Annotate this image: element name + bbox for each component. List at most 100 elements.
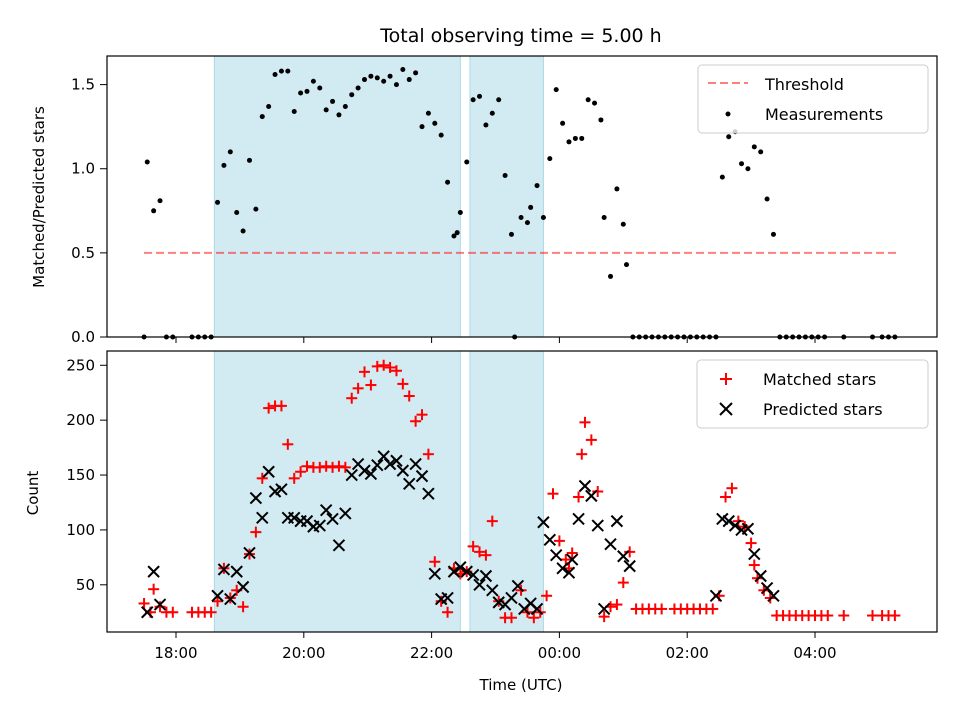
measurement-point — [454, 230, 460, 236]
predicted-star-point — [591, 519, 604, 532]
predicted-star-point — [275, 483, 288, 496]
threshold-legend-label: Threshold — [764, 75, 844, 94]
predicted-star-point — [585, 489, 598, 503]
predicted-star-point — [722, 514, 735, 528]
measurement-point — [470, 97, 476, 103]
measurement-point — [547, 156, 553, 162]
predicted-star-point — [748, 547, 761, 561]
observing-window — [213, 55, 461, 338]
measurement-point — [451, 233, 457, 239]
measurement-point — [368, 73, 374, 79]
count-x-tick-label: 02:00 — [666, 644, 709, 662]
predicted-star-point — [741, 522, 755, 536]
measurement-point — [400, 66, 406, 72]
predicted-star-point — [709, 589, 723, 602]
matched-star-point — [378, 359, 390, 371]
matched-star-point — [745, 537, 757, 549]
ratio-panel: 0.0 0.5 1.0 1.5 Matched/Predicted stars Thr… — [30, 55, 938, 346]
ratio-y-axis-label: Matched/Predicted stars — [30, 106, 48, 288]
predicted-star-point — [597, 602, 611, 616]
count-x-axis: 18:00 20:00 22:00 00:00 02:00 04:00 — [154, 632, 837, 662]
ratio-plot-frame — [106, 55, 938, 338]
predicted-star-point — [530, 602, 544, 616]
predicted-star-point — [617, 550, 630, 563]
matched-star-point — [624, 546, 636, 558]
measurement-point — [579, 135, 585, 141]
matched-star-point — [346, 392, 358, 404]
predicted-star-point — [224, 592, 237, 606]
predicted-star-point — [767, 589, 780, 602]
predicted-star-point — [447, 565, 461, 578]
measurement-point — [240, 228, 246, 234]
matched-star-point — [410, 415, 422, 427]
predicted-star-point — [604, 537, 617, 551]
predicted-star-point — [543, 533, 557, 547]
measurement-point — [432, 120, 438, 126]
predicted-star-point — [556, 562, 569, 575]
matched-star-point — [585, 434, 597, 446]
ratio-legend: Threshold Measurements — [697, 64, 929, 134]
measurement-point — [246, 157, 252, 163]
matched-star-point — [505, 612, 517, 624]
matched-star-point — [371, 360, 383, 372]
matched-star-point — [275, 400, 287, 412]
predicted-star-point — [422, 487, 435, 500]
measurement-point — [764, 196, 770, 202]
measurement-point — [419, 124, 425, 130]
matched-star-point — [486, 515, 498, 527]
count-panel: 50 100 150 200 250 18:00 20:00 22:00 00:00 02:00… — [24, 350, 938, 694]
ratio-y-tick-label: 1.5 — [71, 76, 95, 94]
measurement-point — [623, 262, 629, 268]
measurement-point — [215, 199, 221, 205]
measurement-point — [234, 209, 240, 215]
measurement-point — [362, 77, 368, 83]
measurement-point — [298, 90, 304, 96]
measurement-point — [620, 221, 626, 227]
measurement-point — [457, 209, 463, 215]
matched-star-point — [365, 379, 377, 391]
matched-star-point — [212, 595, 224, 607]
matched-star-point — [598, 611, 610, 623]
matched-star-point — [656, 603, 668, 615]
predicted-star-point — [141, 606, 154, 619]
matched-star-point — [707, 603, 719, 615]
measurement-point — [151, 208, 157, 214]
predicted-star-point — [537, 516, 550, 529]
measurement-point — [227, 149, 233, 155]
matched-star-point — [352, 382, 364, 394]
predicted-star-point — [364, 467, 378, 481]
measurement-point — [534, 183, 540, 189]
predicted-star-point — [249, 491, 263, 505]
observing-window — [469, 55, 544, 338]
predicted-star-point — [339, 507, 352, 520]
matched-star-point — [838, 610, 850, 622]
matched-star-point — [528, 612, 540, 624]
measurement-point — [528, 204, 534, 210]
matched-star-point — [617, 577, 629, 589]
measurement-point — [266, 103, 272, 109]
matched-star-point — [403, 390, 415, 402]
measurements-legend-swatch — [725, 111, 731, 117]
predicted-star-point — [256, 511, 269, 525]
measurement-point — [502, 172, 508, 178]
measurement-point — [572, 135, 578, 141]
measurement-point — [144, 159, 150, 165]
measurement-point — [425, 110, 431, 116]
x-axis-label: Time (UTC) — [479, 676, 563, 694]
predicted-legend-label: Predicted stars — [763, 400, 883, 419]
matched-legend-swatch — [720, 373, 732, 385]
matched-star-point — [541, 590, 553, 602]
ratio-y-axis: 0.0 0.5 1.0 1.5 — [71, 76, 107, 346]
ratio-legend-box — [697, 64, 929, 134]
measurement-point — [598, 117, 604, 123]
ratio-y-tick-label: 1.0 — [71, 160, 95, 178]
predicted-star-point — [754, 569, 767, 583]
count-y-axis: 50 100 150 200 250 — [66, 356, 107, 594]
matched-star-point — [148, 583, 160, 595]
matched-star-point — [429, 556, 441, 568]
measurement-point — [259, 114, 265, 120]
count-x-tick-label: 22:00 — [410, 644, 453, 662]
measurement-point — [374, 75, 380, 81]
predicted-star-point — [466, 568, 480, 582]
predicted-star-point — [562, 566, 576, 579]
